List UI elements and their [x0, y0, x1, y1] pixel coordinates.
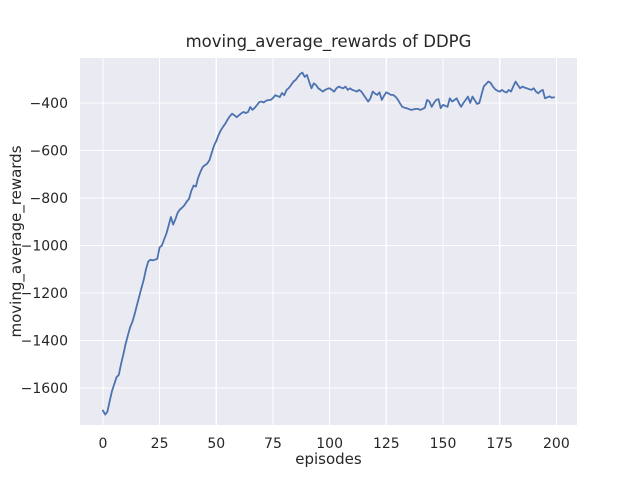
- y-tick-label: −1600: [21, 381, 68, 397]
- y-tick-label: −1200: [21, 286, 68, 302]
- reward-line: [102, 71, 555, 416]
- x-tick-label: 75: [264, 436, 282, 452]
- x-tick-label: 125: [373, 436, 400, 452]
- x-tick-label: 175: [486, 436, 513, 452]
- y-tick-label: −600: [30, 143, 68, 159]
- y-axis-label: moving_average_rewards: [7, 145, 26, 337]
- x-tick-label: 150: [430, 436, 457, 452]
- x-tick-labels: 0 25 50 75 100 125 150 175 200: [98, 436, 569, 452]
- x-tick-label: 25: [151, 436, 169, 452]
- chart-title: moving_average_rewards of DDPG: [186, 32, 472, 52]
- x-axis-label: episodes: [295, 450, 362, 468]
- y-tick-label: −400: [30, 96, 68, 112]
- y-tick-label: −800: [30, 191, 68, 207]
- y-tick-label: −1400: [21, 333, 68, 349]
- plot-area: [80, 58, 577, 425]
- y-tick-labels: −400 −600 −800 −1000 −1200 −1400 −1600: [21, 96, 68, 397]
- x-tick-label: 100: [316, 436, 343, 452]
- gridlines: [80, 58, 577, 425]
- y-tick-label: −1000: [21, 238, 68, 254]
- x-tick-label: 50: [207, 436, 225, 452]
- x-tick-label: 200: [543, 436, 570, 452]
- x-tick-label: 0: [98, 436, 107, 452]
